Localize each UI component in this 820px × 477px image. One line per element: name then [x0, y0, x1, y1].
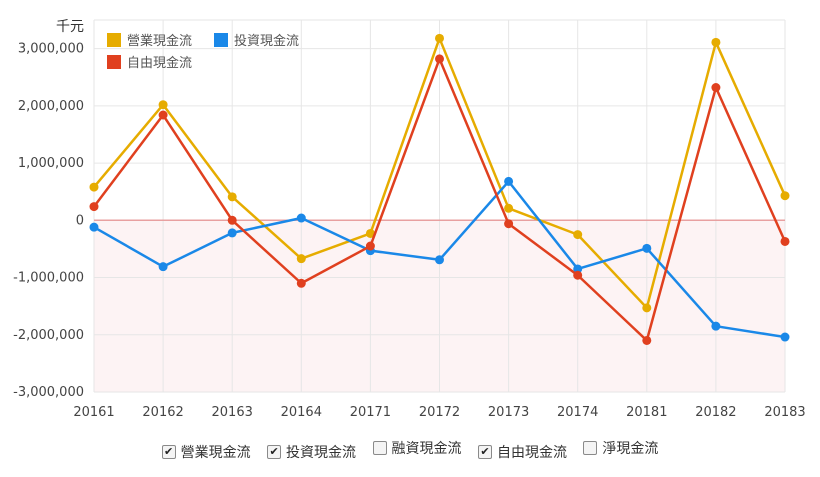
data-point	[365, 241, 375, 251]
data-point	[642, 303, 652, 313]
checkbox-icon[interactable]: ✔	[161, 444, 176, 459]
legend-swatch	[107, 33, 121, 47]
toggle-label: 營業現金流	[180, 444, 251, 461]
data-point	[642, 243, 652, 253]
legend-swatch	[214, 33, 228, 47]
data-point	[780, 332, 790, 342]
data-point	[780, 191, 790, 201]
x-tick-label: 20181	[626, 405, 667, 420]
toggle-label: 自由現金流	[496, 444, 567, 461]
x-tick-label: 20161	[73, 405, 114, 420]
x-tick-label: 20183	[764, 405, 805, 420]
legend-label: 投資現金流	[234, 33, 299, 49]
data-point	[573, 230, 583, 240]
legend-swatch	[107, 55, 121, 69]
data-point	[642, 335, 652, 345]
y-tick-label: 2,000,000	[18, 99, 84, 114]
data-point	[435, 33, 444, 43]
data-point	[89, 202, 99, 212]
x-tick-label: 20174	[557, 405, 598, 420]
data-point	[780, 236, 790, 246]
data-point	[296, 278, 306, 288]
data-point	[296, 213, 306, 223]
checkbox-icon[interactable]: ✔	[477, 444, 492, 459]
data-point	[158, 262, 168, 272]
data-point	[504, 176, 514, 186]
data-point	[296, 254, 306, 264]
checkbox-icon[interactable]	[372, 441, 387, 455]
checkbox-icon[interactable]	[583, 441, 598, 455]
series-toggle-bar: ✔ 營業現金流 ✔ 投資現金流 融資現金流 ✔ 自由現金流 淨現金流	[0, 438, 820, 462]
y-tick-label: -1,000,000	[13, 271, 84, 286]
data-point	[435, 54, 444, 64]
x-tick-label: 20162	[142, 405, 183, 420]
data-point	[227, 228, 237, 238]
x-tick-label: 20172	[419, 405, 460, 420]
y-tick-label: 3,000,000	[18, 42, 84, 57]
y-tick-label: 0	[76, 213, 84, 228]
data-point	[227, 215, 237, 225]
x-tick-label: 20171	[350, 405, 391, 420]
toggle-investing-cash-flow[interactable]: ✔ 投資現金流	[267, 442, 356, 462]
x-tick-label: 20182	[695, 405, 736, 420]
x-tick-label: 20163	[212, 405, 253, 420]
x-tick-label: 20164	[281, 405, 322, 420]
cashflow-line-chart: 3,000,000 2,000,000 1,000,000 0 -1,000,000 -2…	[13, 19, 806, 420]
y-tick-label: -3,000,000	[13, 385, 84, 400]
toggle-label: 淨現金流	[602, 441, 659, 457]
data-point	[504, 219, 514, 229]
data-point	[711, 83, 721, 93]
checkbox-icon[interactable]: ✔	[267, 444, 282, 459]
toggle-operating-cash-flow[interactable]: ✔ 營業現金流	[161, 442, 251, 462]
data-point	[573, 270, 583, 280]
data-point	[89, 222, 99, 232]
data-point	[435, 255, 444, 265]
toggle-net-cash-flow[interactable]: 淨現金流	[583, 438, 658, 458]
data-point	[158, 110, 168, 120]
x-tick-label: 20173	[488, 405, 529, 420]
data-point	[227, 192, 237, 202]
data-point	[573, 264, 583, 274]
toggle-label: 投資現金流	[286, 444, 357, 461]
toggle-free-cash-flow[interactable]: ✔ 自由現金流	[477, 442, 567, 462]
data-point	[711, 321, 721, 331]
data-point	[89, 182, 99, 192]
data-point	[504, 203, 514, 213]
data-point	[365, 228, 375, 238]
data-point	[158, 100, 168, 110]
data-point	[711, 37, 721, 47]
y-tick-label: -2,000,000	[13, 328, 84, 343]
legend-label: 營業現金流	[127, 33, 192, 49]
toggle-label: 融資現金流	[391, 441, 462, 457]
legend-label: 自由現金流	[127, 55, 192, 71]
y-tick-label: 1,000,000	[18, 156, 84, 171]
toggle-financing-cash-flow[interactable]: 融資現金流	[372, 438, 462, 458]
y-unit-label: 千元	[56, 19, 84, 35]
